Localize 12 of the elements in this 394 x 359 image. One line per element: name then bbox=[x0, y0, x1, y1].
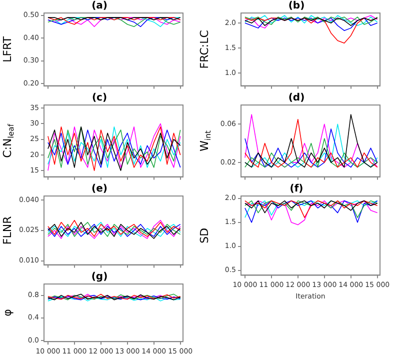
chart-title: (f) bbox=[290, 184, 304, 195]
chart-title: (e) bbox=[92, 184, 108, 195]
chart-title: (c) bbox=[92, 92, 108, 104]
y-axis-title: FLNR bbox=[0, 216, 14, 245]
y-axis-title: FRC:LC bbox=[198, 30, 211, 69]
chart-title: (d) bbox=[288, 92, 305, 104]
y-axis-title: SD bbox=[198, 228, 211, 244]
y-axis-title: LFRT bbox=[0, 36, 14, 62]
chart-title: (g) bbox=[91, 272, 108, 283]
chart-title: (b) bbox=[288, 0, 305, 12]
y-axis-title: φ bbox=[0, 309, 14, 316]
chart-title: (a) bbox=[92, 0, 108, 12]
